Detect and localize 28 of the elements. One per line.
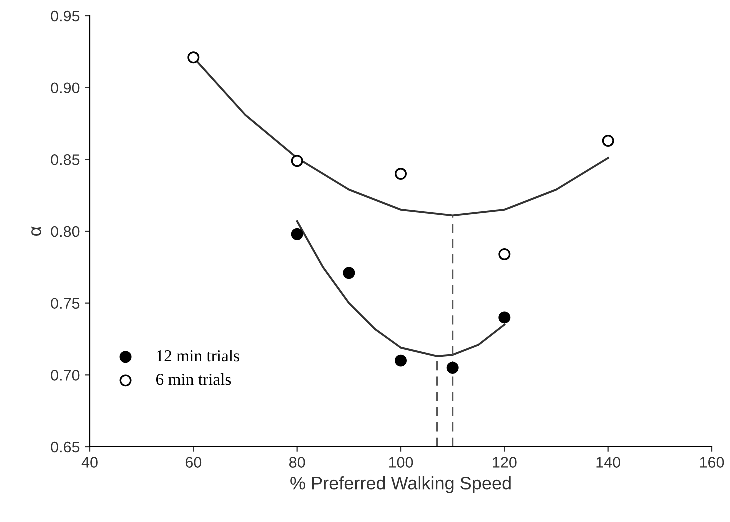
x-tick-label: 100 [389, 457, 414, 468]
x-tick-label: 160 [700, 457, 724, 468]
y-tick-label: 0.70 [51, 370, 80, 381]
x-tick-label: 60 [186, 457, 202, 468]
point [446, 362, 459, 374]
point [395, 168, 407, 180]
legend-label: 6 min trials [156, 374, 232, 386]
y-tick-label: 0.75 [51, 298, 80, 310]
y-tick-label: 0.80 [51, 226, 80, 238]
point [188, 52, 200, 64]
point [343, 267, 356, 280]
legend-label: 12 min trials [157, 350, 240, 362]
point [395, 354, 407, 367]
point [291, 155, 304, 168]
point [498, 248, 511, 260]
point [602, 135, 614, 147]
y-tick-label: 0.65 [51, 442, 80, 453]
y-tick-label: 0.95 [51, 10, 80, 22]
point [498, 312, 511, 324]
x-tick-label: 140 [596, 457, 620, 468]
x-tick-label: 80 [290, 457, 306, 468]
y-tick-label: 0.85 [51, 154, 80, 166]
point [291, 228, 304, 240]
x-axis-title: % Preferred Walking Speed [290, 476, 511, 494]
y-tick-label: 0.90 [51, 82, 80, 94]
x-tick-label: 40 [82, 457, 98, 468]
x-tick-label: 120 [493, 457, 517, 468]
y-axis-title: α [32, 226, 42, 236]
